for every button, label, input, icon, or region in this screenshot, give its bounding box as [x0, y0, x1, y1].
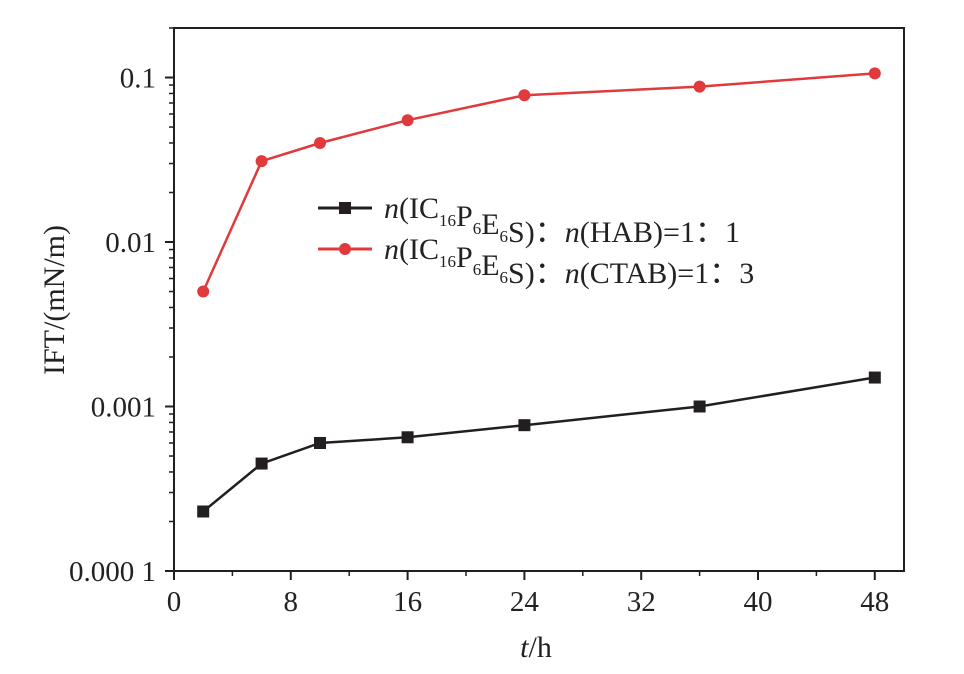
legend-label-part: S): [508, 257, 535, 290]
y-tick-label: 0.000 1: [69, 556, 156, 588]
series-line: [202, 376, 876, 513]
legend-label-part: n: [384, 233, 399, 266]
plot-frame: [173, 27, 905, 572]
x-tick-label: 0: [167, 586, 182, 618]
legend-label-part: ：: [535, 257, 565, 290]
series-1: [197, 371, 881, 518]
legend-label-part: (IC: [399, 233, 439, 266]
x-tick-label: 8: [284, 586, 299, 618]
legend-label-part: E: [481, 208, 499, 241]
legend-label-part: 3: [739, 257, 754, 290]
legend-label-part: 6: [473, 219, 482, 238]
data-point: [518, 89, 531, 102]
data-point: [693, 80, 706, 93]
legend: n(IC16P6E6S)：n(HAB)=1：1n(IC16P6E6S)：n(CT…: [318, 192, 754, 290]
legend-label-part: 16: [439, 252, 456, 271]
data-point: [401, 431, 414, 444]
x-axis-title-italic: t: [520, 631, 529, 664]
data-point: [197, 285, 210, 298]
series-layer: [197, 67, 881, 518]
legend-label-part: (CTAB)=1: [580, 257, 710, 290]
data-point: [518, 419, 531, 432]
x-tick-label: 32: [627, 586, 656, 618]
legend-label-part: P: [456, 200, 473, 233]
legend-label-part: ：: [709, 257, 739, 290]
legend-label-part: ：: [535, 216, 565, 249]
legend-label: n(IC16P6E6S)：n(HAB)=1：1: [384, 192, 740, 249]
legend-label-part: ：: [695, 216, 725, 249]
y-tick-label: 0.1: [120, 63, 156, 95]
legend-label-part: 6: [500, 268, 509, 287]
legend-label-part: (HAB)=1: [580, 216, 695, 249]
legend-marker: [339, 243, 351, 255]
x-tick-label: 40: [744, 586, 773, 618]
legend-label-part: (IC: [399, 192, 439, 225]
x-axis-title-unit: /h: [529, 631, 552, 664]
legend-entry-1: n(IC16P6E6S)：n(HAB)=1：1: [318, 192, 740, 249]
data-point: [197, 505, 210, 518]
x-axis-title: t/h: [520, 631, 552, 664]
legend-entry-2: n(IC16P6E6S)：n(CTAB)=1：3: [318, 233, 754, 290]
legend-label-part: P: [456, 241, 473, 274]
legend-label-part: n: [565, 257, 580, 290]
legend-marker: [339, 202, 351, 214]
legend-label-part: 16: [439, 211, 456, 230]
series-2: [197, 67, 881, 298]
y-axis-title: IFT/(mN/m): [38, 225, 71, 375]
data-point: [868, 67, 881, 80]
data-point: [314, 436, 326, 449]
data-point: [314, 136, 326, 149]
data-point: [255, 155, 268, 168]
legend-label-part: 1: [725, 216, 740, 249]
legend-label-part: n: [384, 192, 399, 225]
x-tick-label: 24: [510, 586, 540, 618]
data-point: [255, 457, 268, 470]
legend-label-part: 6: [500, 227, 509, 246]
y-tick-label: 0.001: [91, 392, 156, 424]
data-point: [868, 371, 881, 384]
legend-label: n(IC16P6E6S)：n(CTAB)=1：3: [384, 233, 754, 290]
data-point: [693, 400, 706, 413]
legend-label-part: 6: [473, 260, 482, 279]
legend-label-part: E: [481, 249, 499, 282]
data-point: [401, 114, 414, 127]
x-tick-label: 48: [860, 586, 889, 618]
y-tick-label: 0.01: [105, 227, 156, 259]
x-tick-label: 16: [393, 586, 422, 618]
legend-label-part: n: [565, 216, 580, 249]
legend-label-part: S): [508, 216, 535, 249]
